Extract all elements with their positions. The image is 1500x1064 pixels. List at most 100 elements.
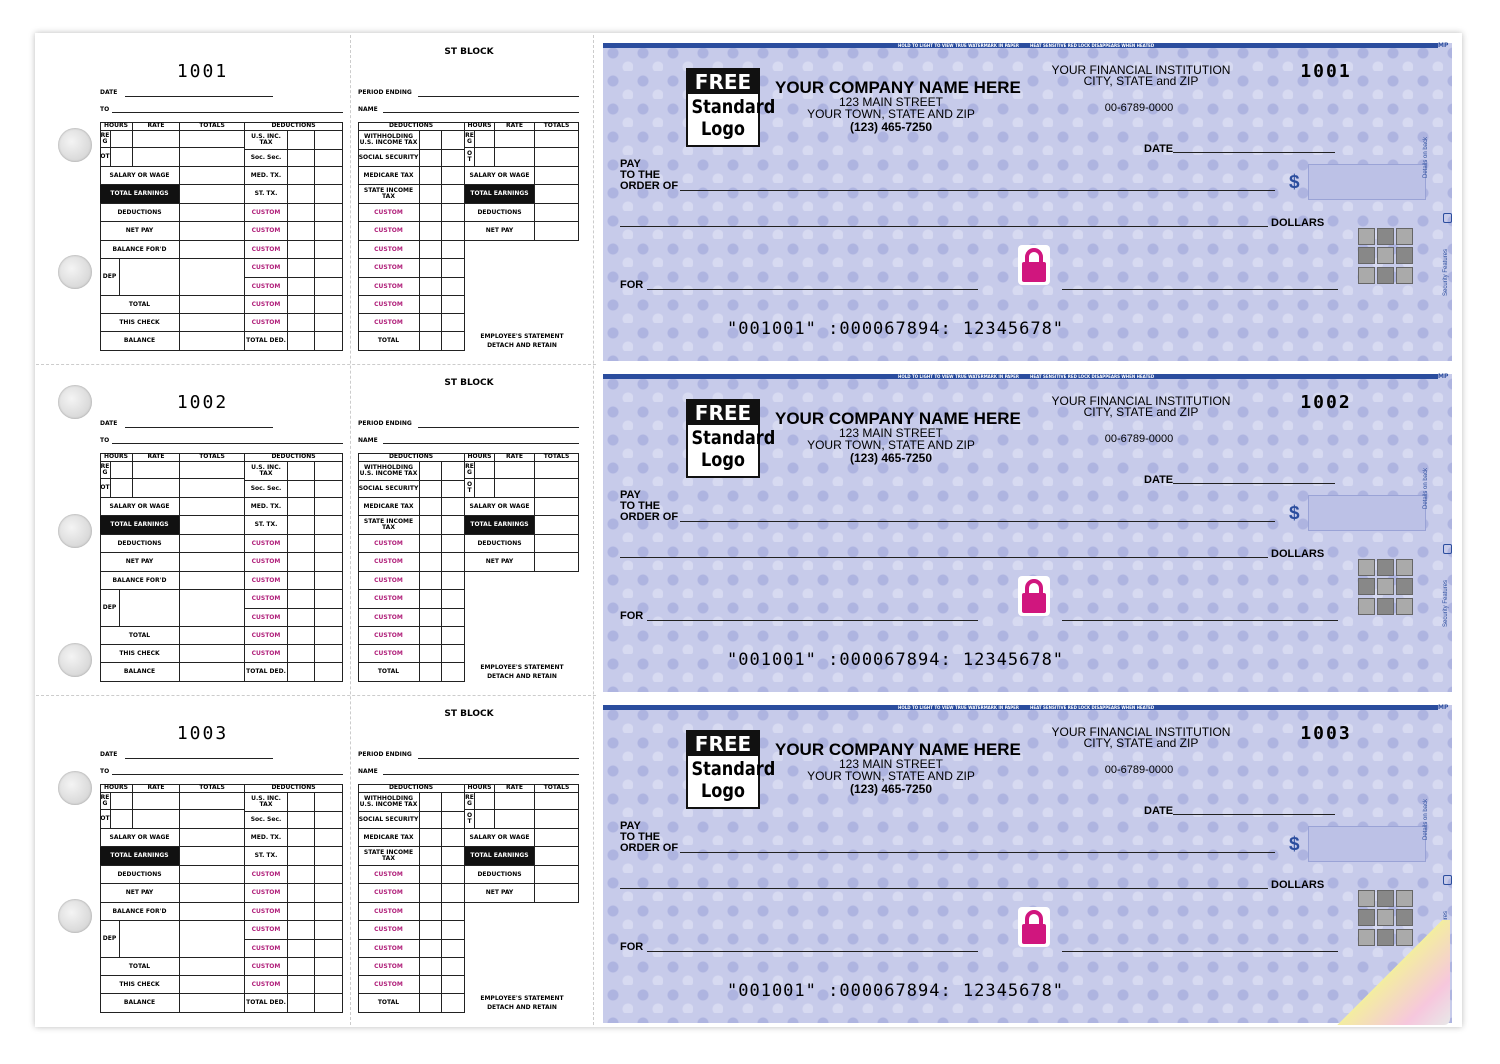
cell bbox=[315, 167, 343, 185]
company-address: 123 MAIN STREET bbox=[838, 757, 944, 771]
row-label: TOTAL bbox=[100, 296, 180, 314]
cell bbox=[535, 222, 579, 241]
mp-mark: MP bbox=[1438, 42, 1449, 49]
security-icon bbox=[1358, 266, 1375, 284]
cell bbox=[133, 131, 180, 148]
deduction-label: CUSTOM bbox=[245, 204, 288, 222]
rule bbox=[112, 112, 343, 113]
cell bbox=[288, 167, 315, 185]
row-label: BALANCE FOR'D bbox=[100, 903, 180, 921]
rule bbox=[1173, 814, 1335, 815]
logo-free: FREE bbox=[688, 401, 758, 425]
cell bbox=[442, 167, 465, 185]
cell bbox=[420, 903, 442, 921]
stub-check-number: 1002 bbox=[176, 392, 229, 413]
routing-fraction: 00-6789-0000 bbox=[1104, 102, 1174, 114]
row-label: DEDUCTIONS bbox=[465, 204, 535, 222]
dollars-label: DOLLARS bbox=[1271, 879, 1325, 891]
deduction-label: SOCIAL SECURITY bbox=[358, 481, 420, 498]
security-icon bbox=[1396, 578, 1413, 596]
punch-hole bbox=[58, 514, 92, 548]
row-label: REG bbox=[100, 793, 111, 810]
row-label: SALARY OR WAGE bbox=[100, 167, 180, 185]
logo-free: FREE bbox=[688, 70, 758, 94]
cell bbox=[420, 498, 442, 516]
cell bbox=[288, 150, 315, 167]
mp-mark: MP bbox=[1438, 373, 1449, 380]
name-label: NAME bbox=[358, 437, 378, 444]
perforation bbox=[36, 695, 596, 696]
cell bbox=[420, 516, 442, 535]
column-header: TOTALS bbox=[180, 122, 245, 131]
security-band bbox=[603, 374, 1438, 379]
side-text: Details on back bbox=[1423, 798, 1429, 840]
st-block-title: ST BLOCK bbox=[444, 709, 494, 719]
mp-mark: MP bbox=[1438, 704, 1449, 711]
deduction-label: CUSTOM bbox=[358, 590, 420, 609]
cell bbox=[288, 462, 315, 481]
deduction-label: ST. TX. bbox=[245, 185, 288, 204]
deduction-label: ST. TX. bbox=[245, 516, 288, 535]
cell bbox=[180, 332, 245, 351]
rule bbox=[112, 774, 343, 775]
cell bbox=[180, 479, 245, 498]
logo-standard: Standard bbox=[691, 96, 776, 118]
security-band bbox=[603, 705, 1438, 710]
cell bbox=[442, 663, 465, 682]
to-label: TO bbox=[100, 768, 110, 775]
row-label: NET PAY bbox=[465, 222, 535, 241]
bank-name: CITY, STATE and ZIP bbox=[1083, 74, 1199, 88]
cell bbox=[420, 829, 442, 847]
period-ending-label: PERIOD ENDING bbox=[358, 751, 412, 758]
row-label: DEP bbox=[100, 259, 120, 296]
cell bbox=[180, 627, 245, 645]
deduction-label: CUSTOM bbox=[358, 609, 420, 627]
cell bbox=[420, 259, 442, 278]
row-label: OT bbox=[465, 810, 475, 829]
cell bbox=[535, 535, 579, 553]
side-text: Details on back bbox=[1423, 136, 1429, 178]
deduction-label: CUSTOM bbox=[245, 958, 288, 976]
cell bbox=[288, 535, 315, 553]
cell bbox=[442, 866, 465, 884]
cell bbox=[288, 903, 315, 921]
microtext: HOLD TO LIGHT TO VIEW TRUE WATERMARK IN … bbox=[898, 374, 1019, 379]
logo-free: FREE bbox=[688, 732, 758, 756]
company-phone: (123) 465-7250 bbox=[849, 782, 933, 796]
page-curl bbox=[1330, 920, 1450, 1025]
row-label: TOTAL bbox=[100, 958, 180, 976]
row-label: TOTAL EARNINGS bbox=[465, 516, 535, 535]
cell bbox=[442, 462, 465, 481]
deduction-label: CUSTOM bbox=[245, 296, 288, 314]
statement-footer: DETACH AND RETAIN bbox=[487, 1004, 557, 1011]
cell bbox=[420, 847, 442, 866]
deduction-label: STATE INCOME TAX bbox=[358, 185, 420, 204]
microtext: HEAT SENSITIVE RED LOCK DISAPPEARS WHEN … bbox=[1030, 43, 1155, 48]
perforation bbox=[36, 364, 596, 365]
statement-footer: EMPLOYEE'S STATEMENT bbox=[480, 333, 564, 340]
cell bbox=[420, 167, 442, 185]
deduction-label: CUSTOM bbox=[358, 535, 420, 553]
cell bbox=[180, 535, 245, 553]
lock-icon bbox=[1022, 910, 1046, 944]
deduction-label: TOTAL bbox=[358, 332, 420, 351]
cell bbox=[180, 994, 245, 1013]
deduction-label: CUSTOM bbox=[245, 259, 288, 278]
row-label: BALANCE bbox=[100, 332, 180, 351]
cell bbox=[442, 516, 465, 535]
punch-hole bbox=[58, 899, 92, 933]
logo-standard: Standard bbox=[691, 427, 776, 449]
punch-hole bbox=[58, 255, 92, 289]
cell bbox=[288, 204, 315, 222]
deduction-label: CUSTOM bbox=[358, 645, 420, 663]
cell bbox=[420, 241, 442, 259]
bank-name: YOUR FINANCIAL INSTITUTION bbox=[1051, 394, 1231, 408]
st-block-title: ST BLOCK bbox=[444, 47, 494, 57]
cell bbox=[180, 590, 245, 627]
cell bbox=[111, 131, 133, 148]
check-number: 1003 bbox=[1300, 723, 1352, 744]
security-icon bbox=[1358, 559, 1375, 576]
cell bbox=[442, 204, 465, 222]
cell bbox=[180, 793, 245, 810]
security-icon bbox=[1396, 597, 1413, 615]
